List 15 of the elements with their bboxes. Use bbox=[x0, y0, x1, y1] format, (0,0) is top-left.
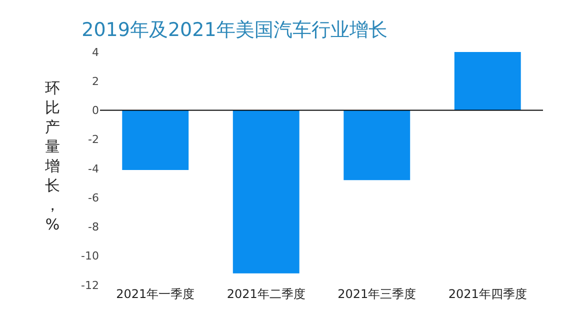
y-tick-label: -6 bbox=[88, 191, 99, 204]
y-tick-label: -10 bbox=[81, 250, 99, 263]
x-tick-label: 2021年二季度 bbox=[226, 287, 306, 301]
y-tick-label: -8 bbox=[88, 220, 99, 234]
y-tick-label: 4 bbox=[92, 46, 99, 59]
x-tick-label: 2021年三季度 bbox=[338, 287, 416, 301]
x-tick-label: 2021年四季度 bbox=[448, 287, 527, 301]
chart-title: 2019年及2021年美国汽车行业增长 bbox=[82, 18, 388, 41]
y-tick-label: -2 bbox=[88, 133, 99, 146]
y-tick-label: 2 bbox=[92, 74, 99, 88]
x-tick-label: 2021年一季度 bbox=[116, 287, 195, 301]
y-axis-title: 环比产量增长，% bbox=[44, 79, 60, 234]
y-tick-label: -4 bbox=[88, 162, 99, 176]
y-tick-label: 0 bbox=[92, 104, 99, 118]
y-tick-label: -12 bbox=[81, 278, 99, 292]
